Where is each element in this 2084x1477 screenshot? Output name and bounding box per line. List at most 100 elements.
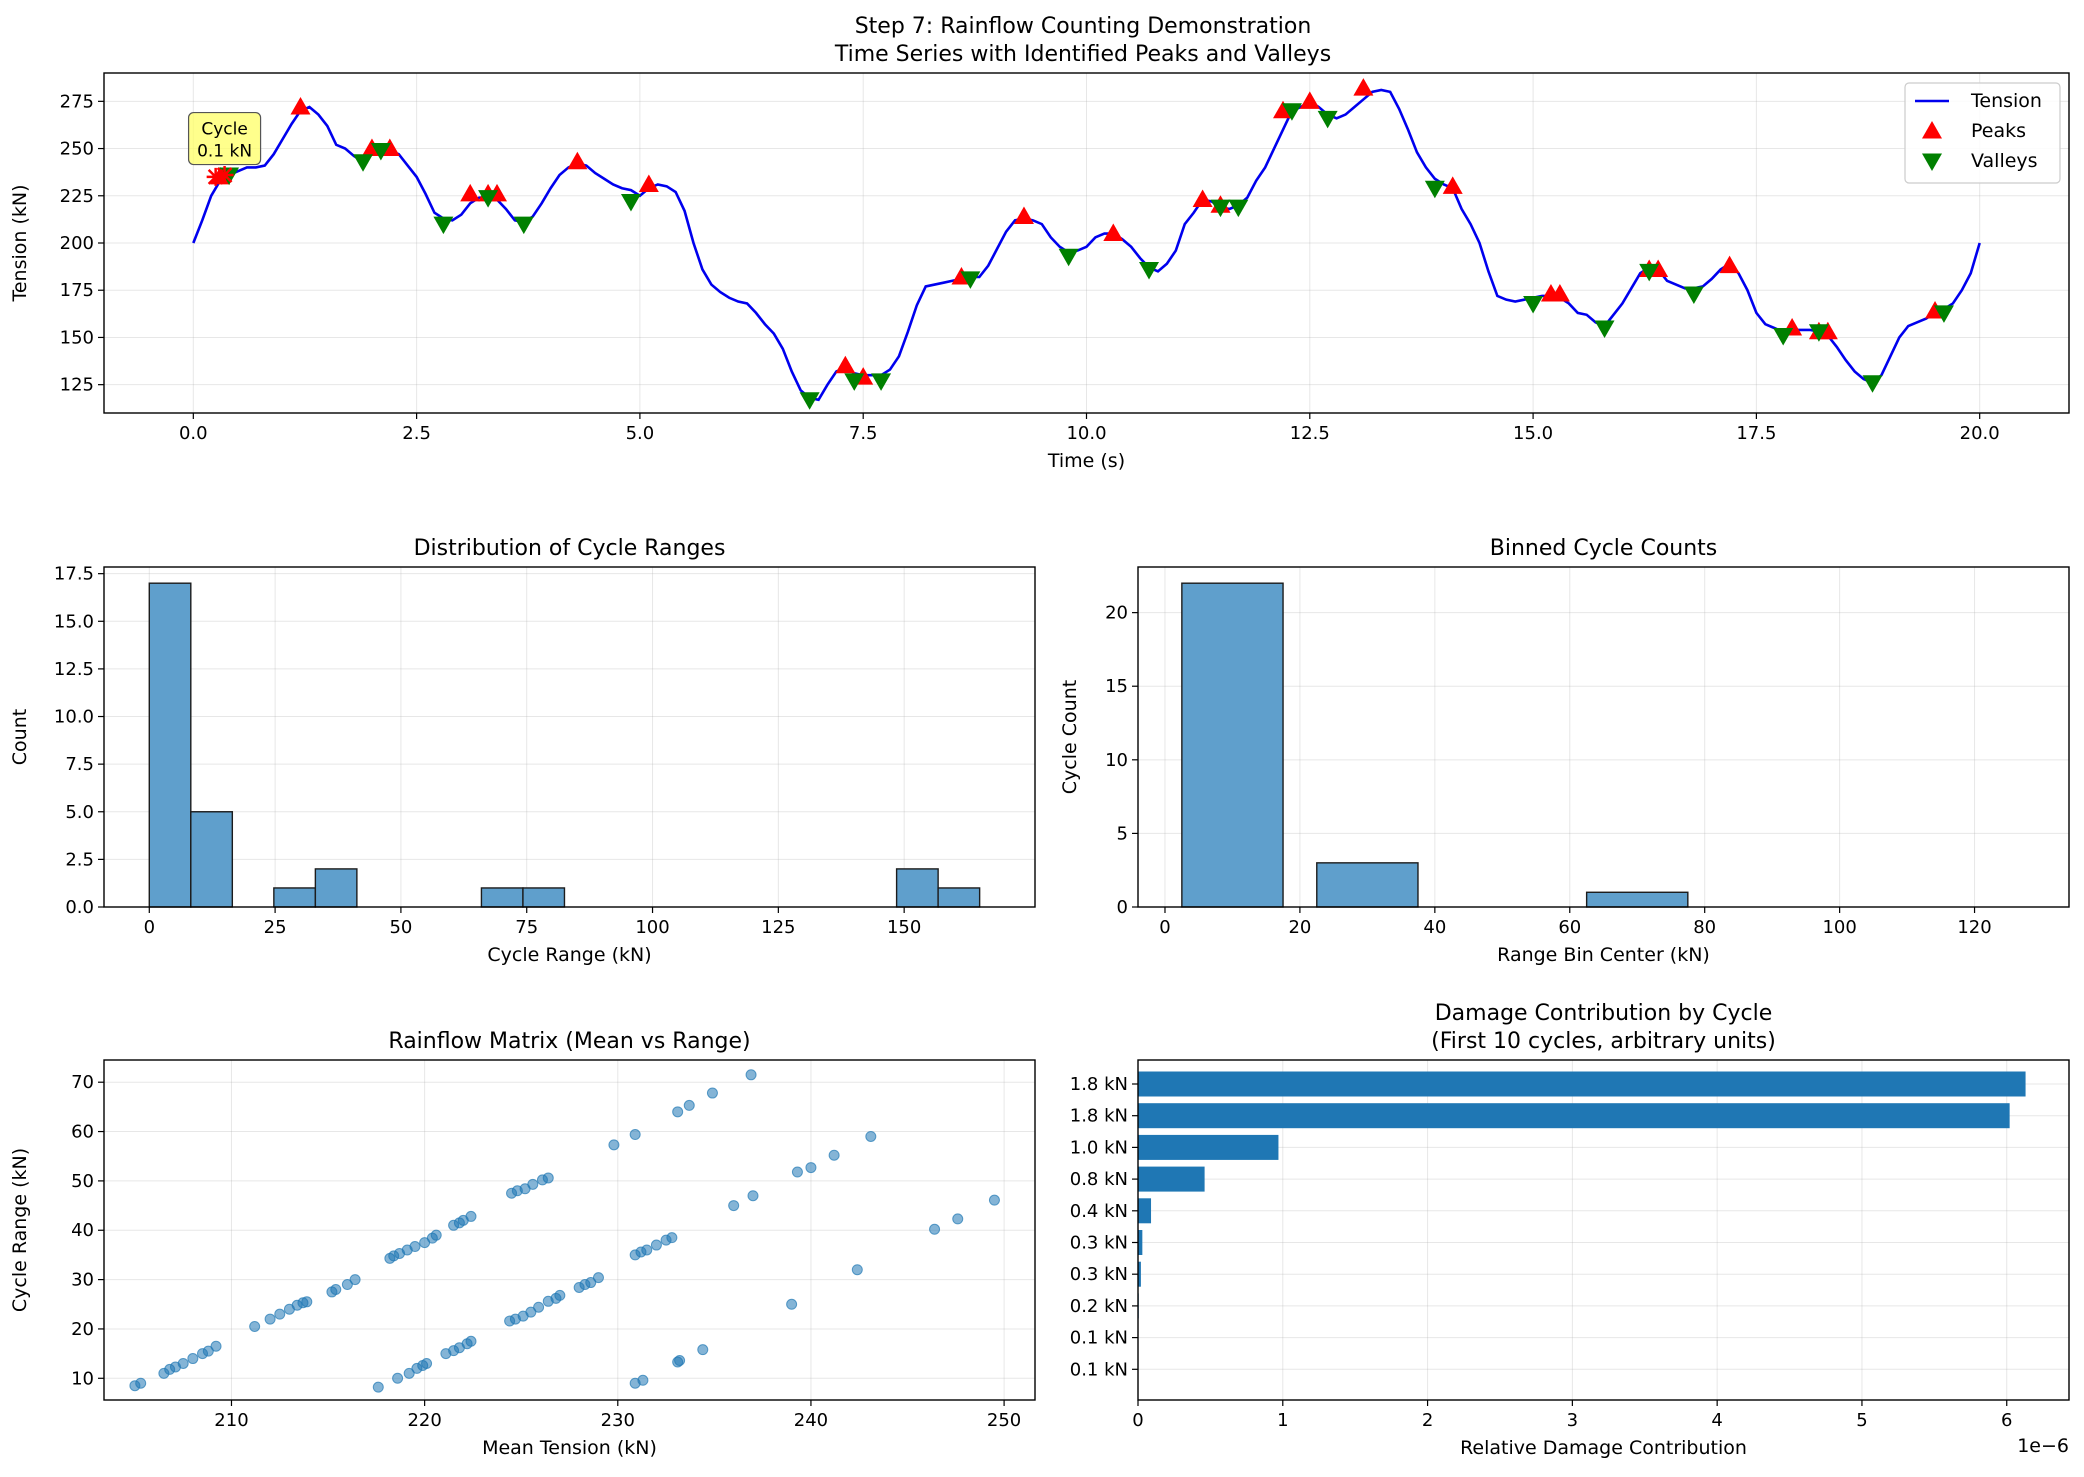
valley-marker (353, 154, 374, 172)
axis-offset-text: 1e−6 (2017, 1435, 2069, 1457)
chart-subtitle: (First 10 cycles, arbitrary units) (1431, 1029, 1776, 1054)
scatter-point (274, 1308, 286, 1320)
tick-label-x: 10.0 (1066, 423, 1106, 444)
histogram-bar (937, 887, 981, 908)
tick-label-x: 50 (389, 917, 412, 938)
valley-marker (960, 271, 981, 289)
bars (1138, 1071, 2026, 1382)
scatter-point (641, 1244, 653, 1256)
tick-label-x: 100 (635, 917, 669, 938)
scatter-point (301, 1296, 313, 1308)
binned-cycle-counts-panel: 0 20 40 60 80 100 120 0 5 10 15 20 Binned Cycle Coun… (1059, 536, 2070, 966)
scatter-point (728, 1200, 740, 1212)
category-label: 0.1 kN (1070, 1359, 1128, 1380)
damage-bar (1138, 1103, 2010, 1129)
damage-bar (1138, 1198, 1152, 1224)
tick-label-x: 80 (1693, 917, 1716, 938)
scatter-point (592, 1272, 604, 1284)
histogram-bar (1585, 891, 1689, 908)
legend-swatch-peaks (1922, 121, 1942, 139)
tick-label-x: 17.5 (1736, 423, 1776, 444)
axes-frame (1137, 566, 2070, 908)
tick-label-x: 3 (1567, 1410, 1578, 1431)
scatter-point (637, 1374, 649, 1386)
scatter-point (187, 1353, 199, 1365)
histogram-bar (480, 887, 524, 908)
tick-label-y: 275 (60, 91, 94, 112)
tick-label-x: 210 (214, 1410, 248, 1431)
damage-bar (1138, 1230, 1143, 1255)
cycle-marker (215, 166, 234, 184)
histogram-bar (522, 887, 566, 908)
y-axis-label: Count (9, 709, 31, 765)
legend: Tension Peaks Valleys (1904, 82, 2061, 184)
scatter-point (929, 1223, 941, 1235)
valley-marker (1523, 295, 1544, 314)
valley-marker (844, 373, 865, 391)
tick-label-y: 200 (60, 233, 94, 254)
scatter-point (264, 1313, 276, 1325)
tick-label-y: 250 (60, 139, 94, 160)
tick-label-y: 10.0 (54, 707, 94, 728)
tick-label-y: 12.5 (54, 659, 94, 680)
valley-marker (799, 392, 820, 410)
peak-marker (1719, 255, 1740, 274)
tick-label-x: 1 (1277, 1410, 1288, 1431)
tick-label-y: 20 (1105, 603, 1128, 624)
valley-marker (871, 373, 892, 391)
scatter-point (341, 1279, 353, 1291)
legend-swatch-valleys (1922, 153, 1942, 171)
peak-marker (1013, 206, 1034, 225)
tick-label-y: 2.5 (65, 849, 94, 870)
valley-marker (1317, 110, 1338, 129)
tick-label-y: 0.0 (65, 897, 94, 918)
legend-label-peaks: Peaks (1971, 120, 2026, 142)
axes-frame (1137, 1059, 2070, 1401)
annotation-box (187, 111, 262, 166)
grid (104, 567, 1035, 908)
scatter-point (409, 1241, 421, 1253)
tick-label-x: 12.5 (1290, 423, 1330, 444)
scatter-point (683, 1099, 695, 1111)
scatter-point (249, 1320, 261, 1332)
rainflow-matrix-panel: 210 220 230 240 250 10 20 30 40 50 60 70 Rainflow Ma… (9, 1029, 1036, 1459)
x-axis-label: Cycle Range (kN) (487, 944, 651, 966)
tick-labels: 0 1 2 3 4 5 6 1.8 kN 1.8 kN 1.0 kN 0.8 kN 0.4 kN 0.3… (1070, 1074, 2013, 1431)
scatter-point (527, 1178, 539, 1190)
scatter-point (430, 1229, 442, 1241)
y-axis-label: Cycle Count (1059, 680, 1081, 794)
peak-marker (1442, 176, 1463, 194)
grid (104, 73, 2069, 413)
bars (1181, 582, 1689, 908)
x-axis-label: Relative Damage Contribution (1460, 1437, 1747, 1459)
tick-label-x: 5 (1856, 1410, 1867, 1431)
tick-labels: 210 220 230 240 250 10 20 30 40 50 60 70 (71, 1072, 1021, 1431)
tick-labels: 0 20 40 60 80 100 120 0 5 10 15 20 (1105, 603, 1992, 938)
tick-label-y: 225 (60, 186, 94, 207)
valley-marker (433, 216, 454, 235)
scatter-point (988, 1194, 1000, 1206)
tick-label-x: 250 (987, 1410, 1021, 1431)
chart-title: Distribution of Cycle Ranges (414, 536, 726, 561)
legend-frame (1904, 82, 2061, 184)
peak-marker (1273, 100, 1293, 119)
scatter-point (135, 1377, 147, 1389)
scatter-point (202, 1345, 214, 1357)
scatter-point (465, 1210, 477, 1222)
peak-marker (1192, 189, 1213, 208)
damage-bar (1138, 1134, 1279, 1160)
tick-label-x: 0 (1159, 917, 1170, 938)
tick-label-x: 230 (601, 1410, 635, 1431)
scatter-point (666, 1232, 678, 1244)
damage-bar (1138, 1166, 1205, 1192)
scatter-point (851, 1264, 863, 1276)
tick-label-y: 30 (71, 1270, 94, 1291)
legend-label-tension: Tension (1970, 90, 2042, 112)
category-label: 0.3 kN (1070, 1233, 1128, 1254)
tick-labels: 0.0 2.5 5.0 7.5 10.0 12.5 15.0 17.5 20.0 125 150 17… (60, 91, 2000, 444)
valley-marker (1808, 324, 1829, 342)
legend-label-valleys: Valleys (1971, 150, 2038, 172)
scatter-point (706, 1087, 718, 1099)
histogram-bar (1316, 862, 1419, 908)
scatter-point (747, 1190, 759, 1202)
